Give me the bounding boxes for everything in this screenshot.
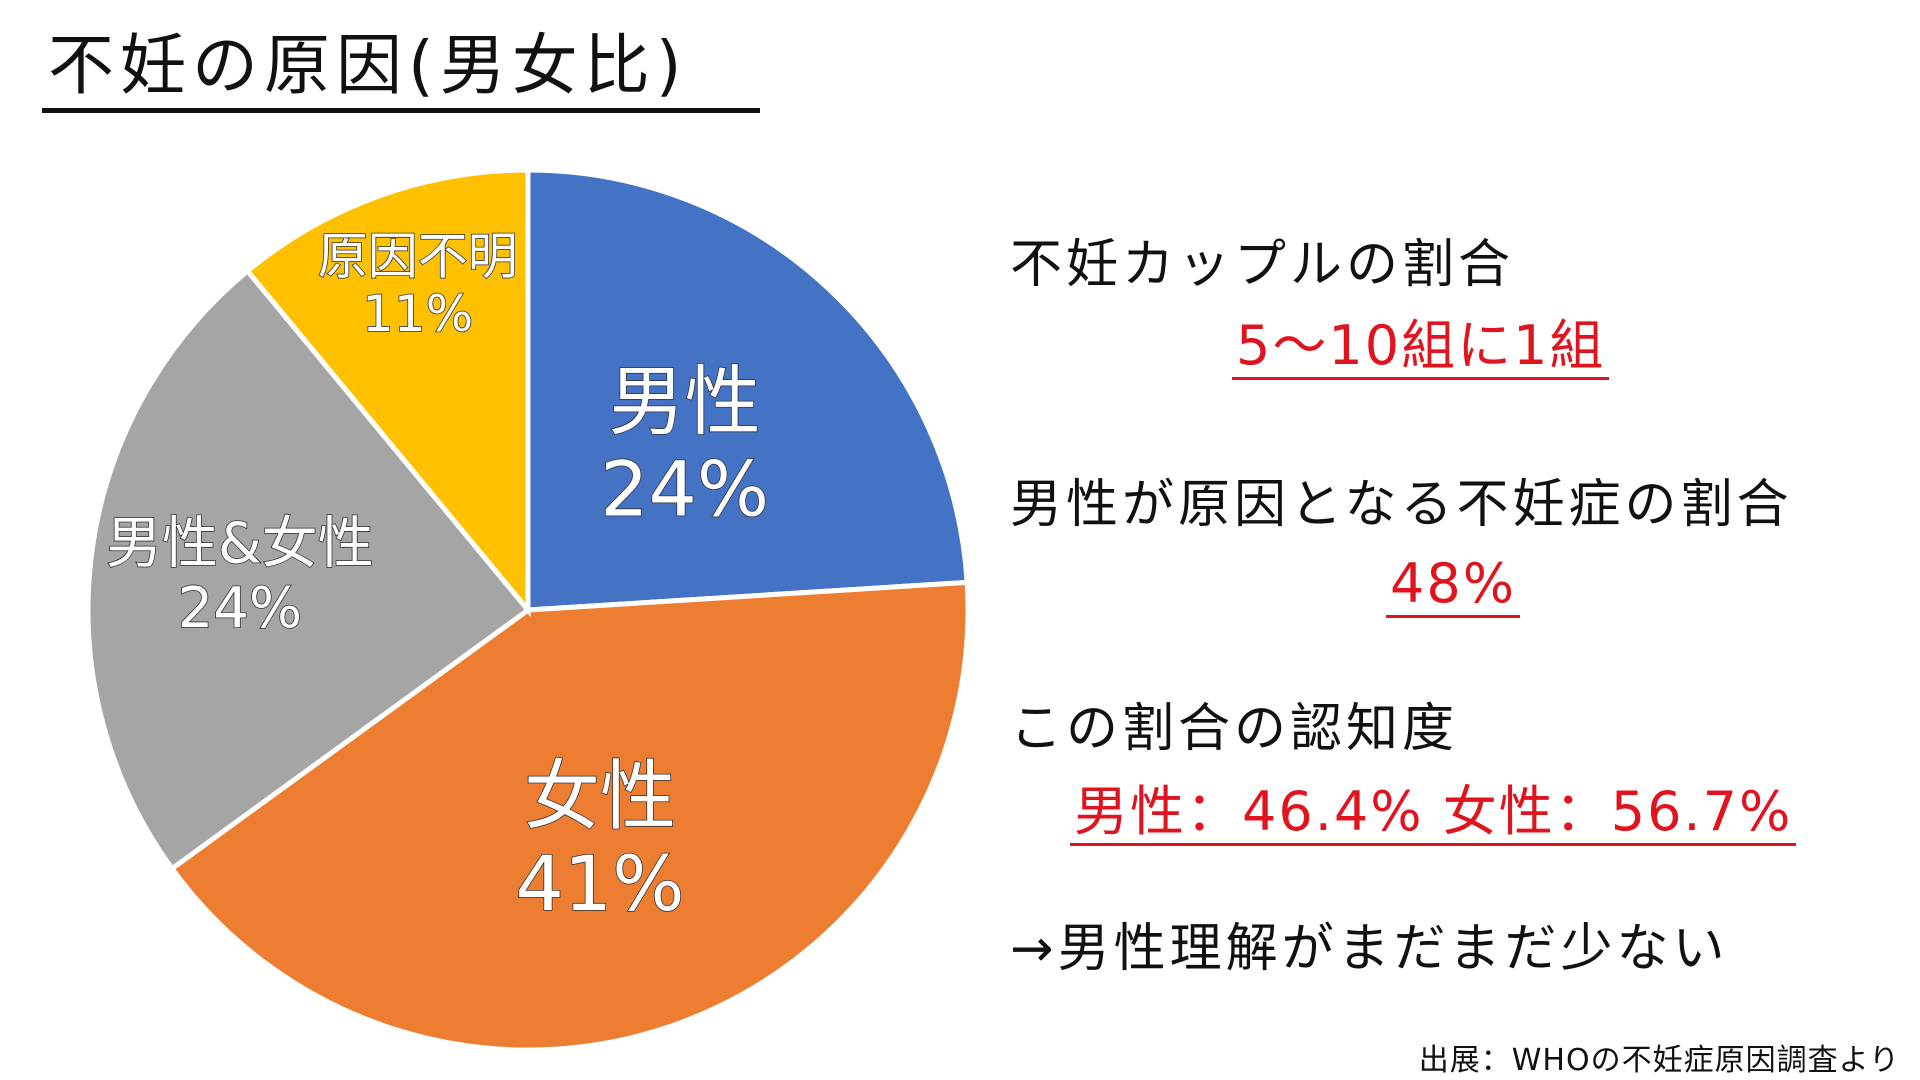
pie-slice-name-3: 原因不明 — [318, 228, 518, 286]
male-cause-label: 男性が原因となる不妊症の割合 — [1010, 475, 1793, 535]
conclusion-text: →男性理解がまだまだ少ない — [1010, 919, 1729, 979]
male-cause-value: 48% — [1386, 555, 1521, 618]
pie-slice-2 — [85, 267, 532, 873]
pie-slice-name-1: 女性 — [524, 751, 676, 840]
pie-slice-value-0: 24% — [600, 444, 769, 533]
couple-ratio-label: 不妊カップルの割合 — [1010, 235, 1515, 295]
pie-slice-name-2: 男性&女性 — [106, 511, 374, 576]
pie-slice-3 — [244, 167, 531, 617]
awareness-label: この割合の認知度 — [1010, 699, 1459, 759]
page-title: 不妊の原因(男女比) — [48, 27, 688, 104]
pie-slices — [85, 167, 971, 1053]
pie-slice-name-0: 男性 — [609, 357, 761, 446]
pie-slice-value-3: 11% — [362, 285, 473, 343]
source-note: 出展：WHOの不妊症原因調査より — [1418, 1043, 1900, 1078]
pie-slice-0 — [525, 167, 970, 613]
pie-slice-1 — [168, 579, 971, 1053]
couple-ratio-value: 5〜10組に1組 — [1232, 317, 1610, 380]
pie-slice-value-1: 41% — [516, 839, 685, 928]
pie-slice-value-2: 24% — [178, 576, 302, 641]
title-underline — [42, 108, 760, 113]
awareness-value: 男性：46.4% 女性：56.7% — [1070, 783, 1797, 846]
